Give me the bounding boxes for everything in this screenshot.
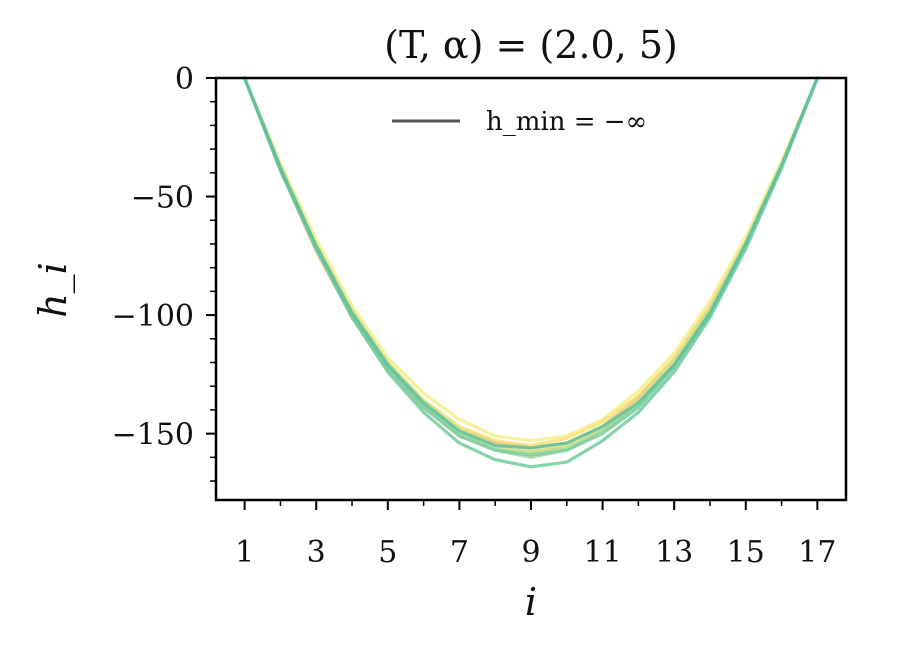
series-line-1 [243, 76, 820, 443]
series-line-10 [243, 76, 820, 450]
axes-layer: 1 3 5 7 9 11 13 15 170−50−100−150 [112, 62, 848, 570]
x-axis-label: i [525, 580, 537, 624]
x-tick-label-9: 9 [521, 535, 540, 570]
x-tick-label-13: 13 [655, 535, 693, 570]
plot-area [216, 78, 846, 500]
x-tick-label-5: 5 [378, 535, 397, 570]
chart-title: (T, α) = (2.0, 5) [384, 23, 678, 67]
x-tick-label-11: 11 [583, 535, 621, 570]
legend: h_min = −∞ [392, 107, 647, 137]
y-axis-label: h_i [31, 262, 76, 318]
x-tick-label-15: 15 [727, 535, 765, 570]
plot-background [216, 78, 846, 500]
x-tick-label-17: 17 [798, 535, 836, 570]
series-line-9 [243, 76, 820, 469]
x-tick-label-7: 7 [450, 535, 469, 570]
y-tick-label-3: −150 [112, 418, 194, 453]
x-tick-label-3: 3 [307, 535, 326, 570]
series-layer [243, 76, 820, 469]
legend-entry-label: h_min = −∞ [486, 107, 647, 137]
y-tick-label-1: −50 [131, 181, 194, 216]
x-tick-label-1: 1 [235, 535, 254, 570]
y-tick-label-2: −100 [112, 299, 194, 334]
y-tick-label-0: 0 [175, 62, 194, 97]
